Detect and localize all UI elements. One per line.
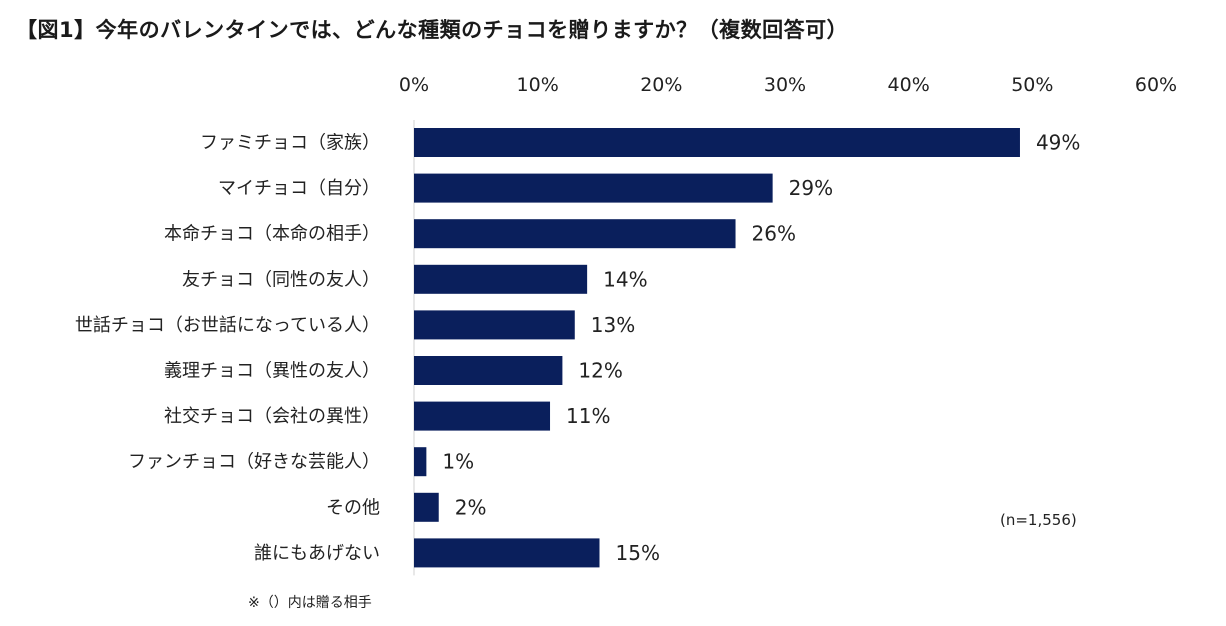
data-label: 12%: [578, 359, 622, 383]
data-label: 26%: [752, 222, 796, 246]
x-tick-label: 40%: [888, 74, 930, 96]
bar: [414, 401, 551, 431]
sample-size-note: (n=1,556): [1000, 511, 1077, 529]
value-labels: 49% 29% 26% 14% 13% 12% 11% 1% 2% 15%: [442, 131, 1080, 565]
category-label: ファンチョコ（好きな芸能人）: [128, 452, 380, 473]
bar: [414, 538, 600, 568]
x-tick-label: 30%: [764, 74, 806, 96]
bar: [414, 310, 575, 340]
data-label: 1%: [442, 450, 474, 474]
data-label: 13%: [591, 313, 635, 337]
bar: [414, 173, 773, 203]
data-label: 11%: [566, 404, 610, 428]
category-label: 世話チョコ（お世話になっている人）: [75, 315, 380, 336]
bar: [414, 264, 588, 294]
chart-title: 【図1】今年のバレンタインでは、どんな種類のチョコを贈りますか？（複数回答可）: [16, 18, 849, 42]
category-label: その他: [326, 497, 380, 518]
x-tick-label: 0%: [399, 74, 429, 96]
category-label: 友チョコ（同性の友人）: [182, 269, 380, 290]
data-label: 29%: [789, 176, 833, 200]
data-label: 49%: [1036, 131, 1080, 155]
bar: [414, 492, 439, 522]
category-label: 本命チョコ（本命の相手）: [164, 224, 380, 245]
category-label: 社交チョコ（会社の異性）: [164, 406, 380, 427]
x-tick-label: 10%: [517, 74, 559, 96]
bar: [414, 219, 736, 249]
category-labels: ファミチョコ（家族） マイチョコ（自分） 本命チョコ（本命の相手） 友チョコ（同性の友…: [75, 133, 380, 564]
x-tick-label: 50%: [1011, 74, 1053, 96]
category-label: マイチョコ（自分）: [218, 178, 380, 199]
x-tick-label: 20%: [640, 74, 682, 96]
data-label: 2%: [455, 495, 487, 519]
x-tick-label: 60%: [1135, 74, 1177, 96]
bars: [414, 128, 1020, 568]
category-label: ファミチョコ（家族）: [200, 133, 380, 154]
x-axis-ticks: 0% 10% 20% 30% 40% 50% 60%: [399, 74, 1177, 96]
category-label: 誰にもあげない: [254, 543, 380, 564]
bar: [414, 447, 427, 477]
footnote: ※（）内は贈る相手: [248, 595, 372, 611]
bar: [414, 128, 1020, 157]
data-label: 15%: [616, 541, 660, 565]
category-label: 義理チョコ（異性の友人）: [164, 361, 380, 382]
bar: [414, 356, 563, 385]
data-label: 14%: [603, 267, 647, 291]
